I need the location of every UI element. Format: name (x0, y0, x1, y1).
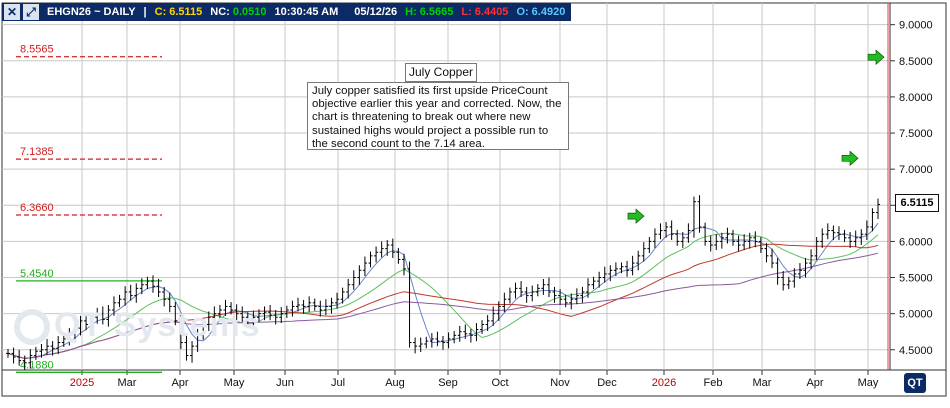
x-tick-label: Mar (118, 377, 137, 389)
low-label: L: (461, 6, 472, 18)
y-axis-panel (889, 2, 947, 371)
x-tick-label: Jul (331, 377, 345, 389)
y-tick-label: 7.5000 (899, 128, 933, 140)
y-tick-label: 5.0000 (899, 309, 933, 321)
quote-date: 05/12/26 (354, 6, 398, 18)
objective-level-label: 8.5565 (20, 44, 54, 56)
watermark-text: QT Systems (54, 306, 261, 344)
net-change-label: NC: (210, 6, 230, 18)
y-tick-label: 8.0000 (899, 92, 933, 104)
x-tick-label: Dec (597, 377, 617, 389)
x-tick-label: Feb (704, 377, 723, 389)
expand-icon[interactable]: ⤢ (23, 4, 39, 20)
annotation-title: July Copper (405, 63, 477, 82)
annotation-box: July copper satisfied its first upside P… (307, 82, 569, 150)
x-tick-label: Sep (438, 377, 458, 389)
x-tick-label: Apr (171, 377, 188, 389)
x-tick-label: Oct (491, 377, 508, 389)
symbol-label: EHGN26 ~ DAILY (47, 6, 136, 18)
net-change-value: 0.0510 (232, 6, 267, 18)
y-tick-label: 8.5000 (899, 56, 933, 68)
watermark-q-icon (14, 309, 50, 346)
y-tick-label: 6.0000 (899, 236, 933, 248)
header-separator: | (143, 6, 147, 18)
high-label: H: (405, 6, 417, 18)
green-arrow-icon (841, 150, 859, 167)
x-tick-label: 2026 (652, 377, 676, 389)
y-tick-label: 4.5000 (899, 345, 933, 357)
last-price-tag: 6.5115 (895, 194, 939, 212)
close-value: 6.5115 (169, 6, 203, 18)
qt-logo: QT (904, 373, 926, 393)
x-axis-panel (1, 369, 947, 397)
x-tick-label: May (858, 377, 879, 389)
quote-header: ✕ ⤢ EHGN26 ~ DAILY | C: 6.5115 NC: 0.051… (2, 3, 572, 21)
open-label: O: (516, 6, 529, 18)
objective-level-label: 7.1385 (20, 146, 54, 158)
x-tick-label: Apr (806, 377, 823, 389)
objective-level-label: 6.3660 (20, 202, 54, 214)
close-label: C: (154, 6, 167, 18)
x-tick-label: 2025 (70, 377, 94, 389)
y-tick-label: 7.0000 (899, 164, 933, 176)
x-tick-label: Mar (753, 377, 772, 389)
open-value: 6.4920 (531, 6, 566, 18)
green-arrow-icon (867, 49, 885, 65)
watermark: QT Systems (14, 306, 261, 346)
x-tick-label: Jun (276, 377, 294, 389)
x-tick-label: Aug (385, 377, 405, 389)
x-tick-label: Nov (550, 377, 570, 389)
y-tick-label: 5.5000 (899, 273, 933, 285)
high-value: 6.5665 (419, 6, 454, 18)
green-arrow-icon (627, 208, 645, 224)
x-tick-label: May (224, 377, 245, 389)
close-icon[interactable]: ✕ (4, 4, 20, 20)
objective-level-label: 5.4540 (20, 268, 54, 280)
low-value: 6.4405 (474, 6, 509, 18)
quote-time: 10:30:45 AM (274, 6, 339, 18)
y-tick-label: 9.0000 (899, 20, 933, 32)
ma-long-line (7, 252, 879, 359)
